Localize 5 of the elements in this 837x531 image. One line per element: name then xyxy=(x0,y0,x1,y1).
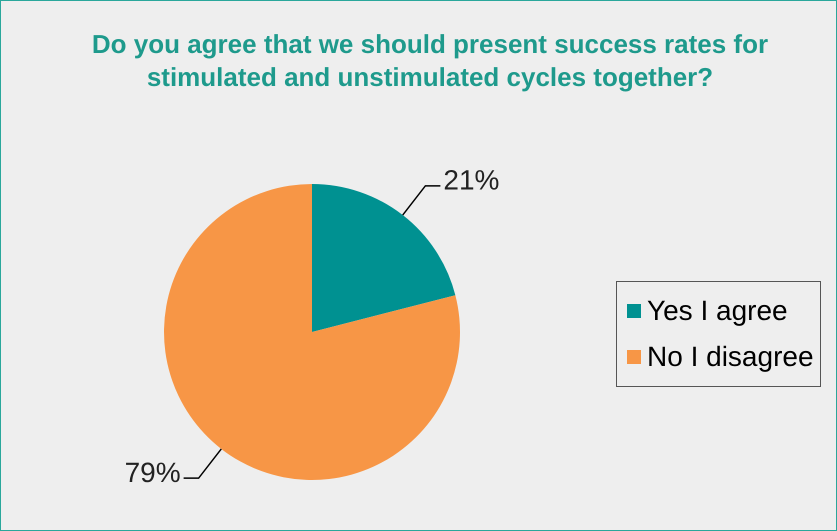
legend-label: Yes I agree xyxy=(647,295,788,327)
chart-title: Do you agree that we should present success rates for stimulated and unstimulated cycles together? xyxy=(90,28,770,94)
data-label: 79% xyxy=(124,456,181,488)
legend-label: No I disagree xyxy=(647,341,814,373)
data-label: 21% xyxy=(443,164,500,196)
